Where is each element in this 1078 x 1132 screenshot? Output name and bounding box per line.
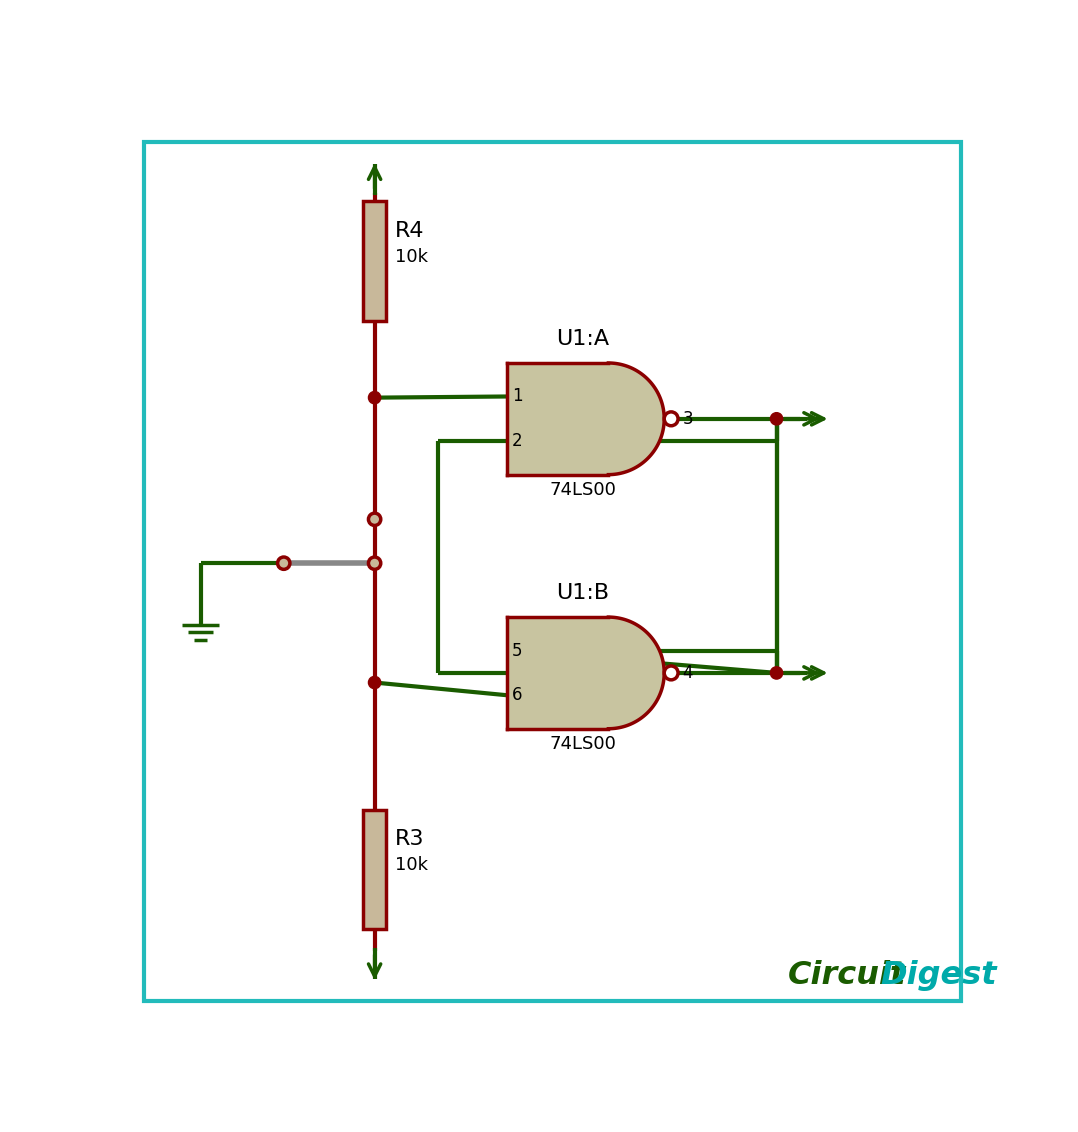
Circle shape [369,677,381,688]
Circle shape [771,413,783,424]
Polygon shape [507,363,664,474]
Text: 74LS00: 74LS00 [550,481,617,499]
Polygon shape [507,617,664,729]
Text: Digest: Digest [881,960,997,990]
Text: U1:A: U1:A [556,329,609,349]
Text: 74LS00: 74LS00 [550,735,617,753]
Text: R3: R3 [395,829,424,849]
Text: 10k: 10k [395,248,428,266]
Text: R4: R4 [395,221,424,241]
Text: 6: 6 [512,686,522,704]
Circle shape [771,667,783,679]
Bar [363,809,386,929]
Circle shape [369,557,381,569]
Circle shape [369,392,381,404]
Circle shape [664,412,678,426]
Circle shape [369,513,381,525]
Text: 3: 3 [682,410,693,428]
Text: 10k: 10k [395,856,428,874]
Text: Circuit: Circuit [788,960,907,990]
Text: 4: 4 [682,663,693,681]
Text: 1: 1 [512,387,522,405]
Text: 5: 5 [512,642,522,660]
Bar [363,201,386,320]
Circle shape [664,666,678,680]
Text: 2: 2 [512,432,522,451]
Text: U1:B: U1:B [556,583,609,603]
Circle shape [278,557,290,569]
